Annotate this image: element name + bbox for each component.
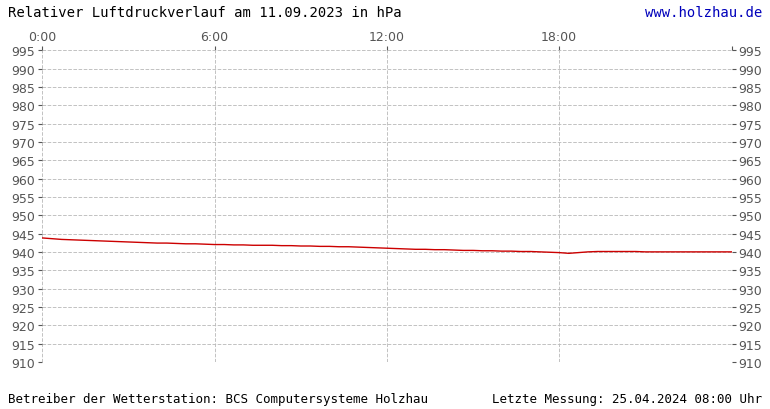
Text: www.holzhau.de: www.holzhau.de [645, 6, 762, 20]
Text: Relativer Luftdruckverlauf am 11.09.2023 in hPa: Relativer Luftdruckverlauf am 11.09.2023… [8, 6, 401, 20]
Text: Betreiber der Wetterstation: BCS Computersysteme Holzhau: Betreiber der Wetterstation: BCS Compute… [8, 392, 427, 405]
Text: Letzte Messung: 25.04.2024 08:00 Uhr: Letzte Messung: 25.04.2024 08:00 Uhr [492, 392, 762, 405]
